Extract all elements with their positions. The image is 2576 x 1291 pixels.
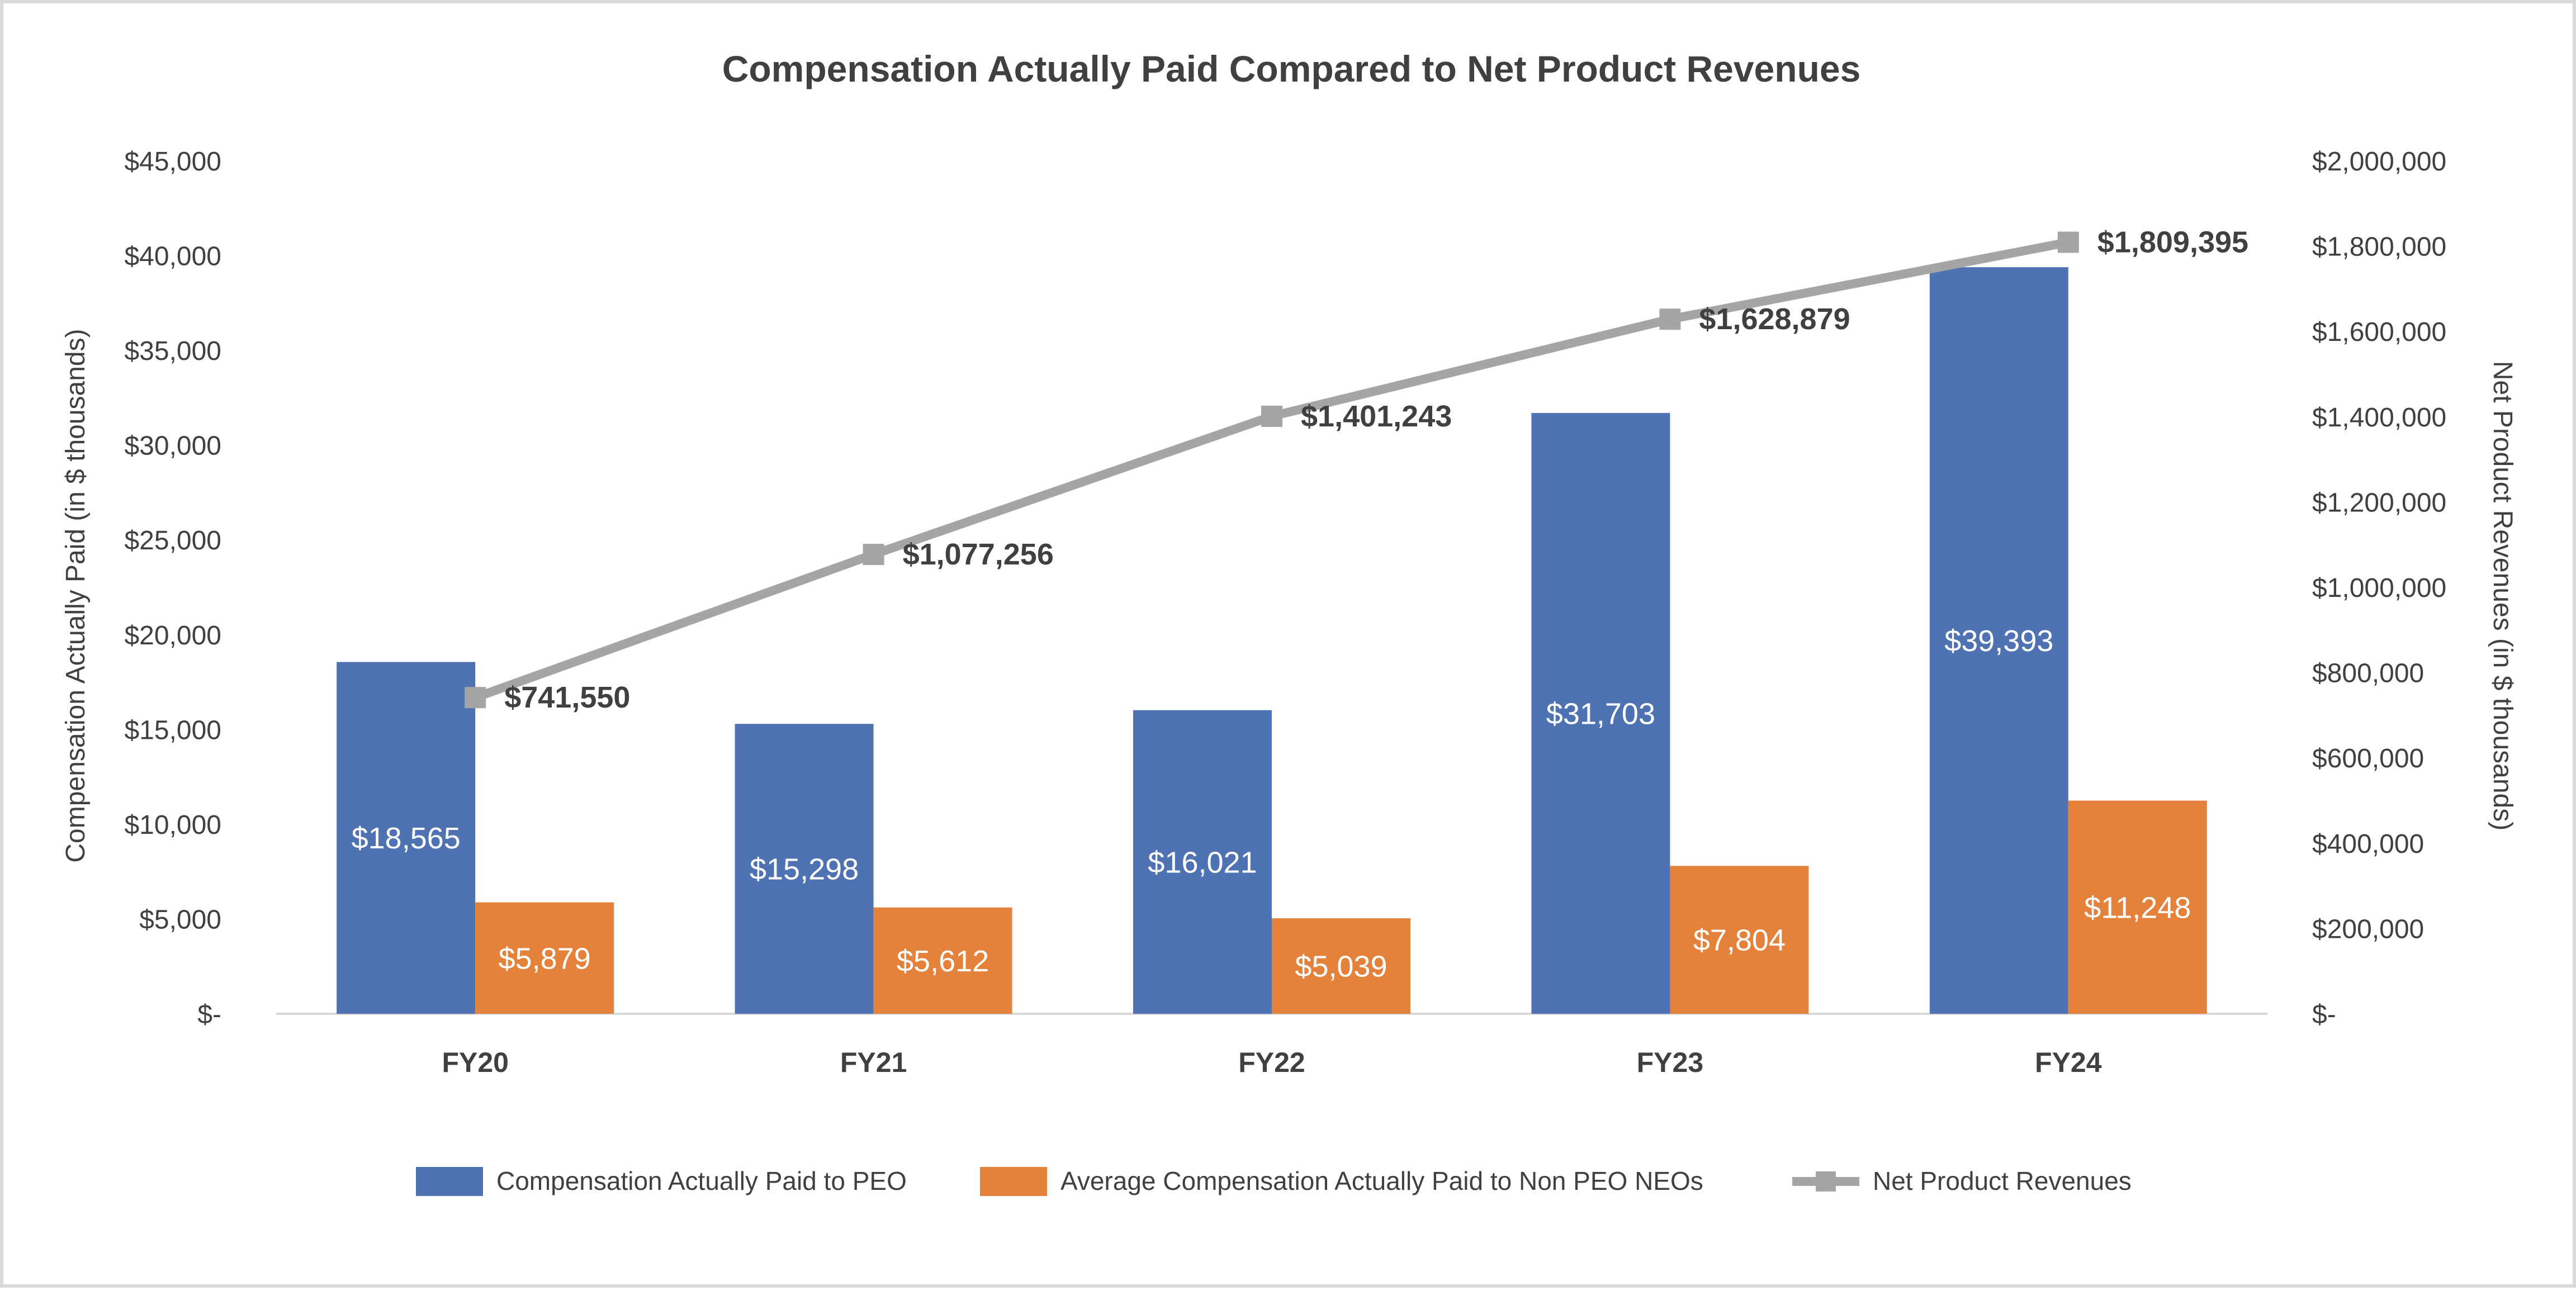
- revenue-data-label: $741,550: [504, 681, 630, 714]
- revenue-data-label: $1,628,879: [1699, 302, 1850, 336]
- legend-item-revenue[interactable]: Net Product Revenues: [1792, 1166, 2132, 1195]
- bar-peo: [1531, 412, 1670, 1014]
- bar-label-non-peo: $7,804: [1693, 924, 1786, 957]
- bar-non-peo: [1272, 918, 1410, 1014]
- bar-series: $18,565 $5,879 $15,298 $5,612 $16,021 $5,039 $…: [337, 267, 2207, 1014]
- chart-canvas: Compensation Actually Paid Compared to N…: [61, 48, 2517, 1196]
- revenue-data-label: $1,077,256: [903, 538, 1054, 571]
- right-tick-label: $1,400,000: [2312, 403, 2446, 433]
- bar-peo: [337, 662, 476, 1014]
- bar-non-peo: [873, 907, 1012, 1014]
- bar-label-non-peo: $5,039: [1295, 950, 1387, 984]
- legend-item-non-peo[interactable]: Average Compensation Actually Paid to No…: [980, 1166, 1703, 1196]
- bar-label-peo: $31,703: [1546, 697, 1655, 730]
- legend-swatch-non-peo: [980, 1167, 1047, 1196]
- category-label: FY24: [2035, 1047, 2102, 1078]
- left-tick-label: $15,000: [124, 715, 221, 745]
- right-tick-label: $200,000: [2312, 914, 2424, 944]
- right-tick-label: $1,600,000: [2312, 317, 2446, 347]
- bar-label-peo: $18,565: [352, 822, 461, 855]
- legend-label-revenue: Net Product Revenues: [1873, 1166, 2132, 1195]
- left-axis-title: Compensation Actually Paid (in $ thousan…: [61, 329, 91, 862]
- left-tick-label: $-: [197, 1000, 221, 1029]
- left-tick-label: $20,000: [124, 621, 221, 651]
- bar-label-peo: $16,021: [1148, 846, 1257, 879]
- left-tick-label: $35,000: [124, 336, 221, 366]
- revenue-data-label: $1,809,395: [2097, 225, 2248, 259]
- bar-non-peo: [475, 902, 614, 1014]
- category-label: FY21: [840, 1047, 907, 1078]
- category-labels: FY20 FY21 FY22 FY23 FY24: [442, 1047, 2101, 1078]
- revenue-marker: [1659, 308, 1681, 330]
- right-tick-label: $1,200,000: [2312, 488, 2446, 518]
- revenue-marker: [2057, 231, 2079, 253]
- revenue-marker: [1261, 405, 1282, 427]
- bar-label-non-peo: $11,248: [2084, 891, 2191, 924]
- left-tick-label: $5,000: [139, 905, 221, 934]
- bar-peo: [735, 724, 874, 1014]
- bar-label-non-peo: $5,879: [499, 942, 591, 975]
- category-label: FY23: [1637, 1047, 1704, 1078]
- bar-non-peo: [1670, 866, 1809, 1014]
- left-tick-label: $45,000: [124, 147, 221, 177]
- left-tick-label: $30,000: [124, 431, 221, 461]
- right-axis-title: Net Product Revenues (in $ thousands): [2488, 361, 2517, 830]
- bar-peo: [1133, 710, 1272, 1014]
- legend-marker-revenue: [1816, 1171, 1836, 1192]
- left-axis-ticks: $- $5,000 $10,000 $15,000 $20,000 $25,000 $30,…: [124, 147, 221, 1029]
- right-tick-label: $800,000: [2312, 659, 2424, 689]
- revenue-data-label: $1,401,243: [1301, 400, 1452, 433]
- legend-item-peo[interactable]: Compensation Actually Paid to PEO: [416, 1166, 907, 1196]
- right-tick-label: $-: [2312, 1000, 2336, 1029]
- bar-peo: [1929, 267, 2068, 1014]
- line-series: $741,550 $1,077,256 $1,401,243 $1,628,879 $1…: [465, 225, 2248, 714]
- right-axis-ticks: $- $200,000 $400,000 $600,000 $800,000 $1,000…: [2312, 147, 2446, 1029]
- bar-non-peo: [2068, 800, 2207, 1014]
- chart-title: Compensation Actually Paid Compared to N…: [722, 48, 1861, 89]
- bar-label-peo: $39,393: [1944, 624, 2053, 658]
- right-tick-label: $2,000,000: [2312, 147, 2446, 177]
- bar-label-peo: $15,298: [750, 853, 859, 886]
- right-tick-label: $600,000: [2312, 744, 2424, 773]
- right-tick-label: $1,800,000: [2312, 232, 2446, 262]
- legend-label-non-peo: Average Compensation Actually Paid to No…: [1060, 1166, 1703, 1195]
- bar-label-non-peo: $5,612: [897, 944, 989, 978]
- left-tick-label: $10,000: [124, 810, 221, 840]
- legend-label-peo: Compensation Actually Paid to PEO: [496, 1166, 907, 1195]
- category-label: FY22: [1238, 1047, 1305, 1078]
- right-tick-label: $1,000,000: [2312, 573, 2446, 603]
- category-label: FY20: [442, 1047, 509, 1078]
- left-tick-label: $25,000: [124, 526, 221, 556]
- left-tick-label: $40,000: [124, 242, 221, 272]
- legend: Compensation Actually Paid to PEO Averag…: [416, 1166, 2132, 1196]
- revenue-marker: [465, 687, 486, 709]
- legend-swatch-peo: [416, 1167, 483, 1196]
- revenue-marker: [863, 544, 884, 566]
- right-tick-label: $400,000: [2312, 829, 2424, 859]
